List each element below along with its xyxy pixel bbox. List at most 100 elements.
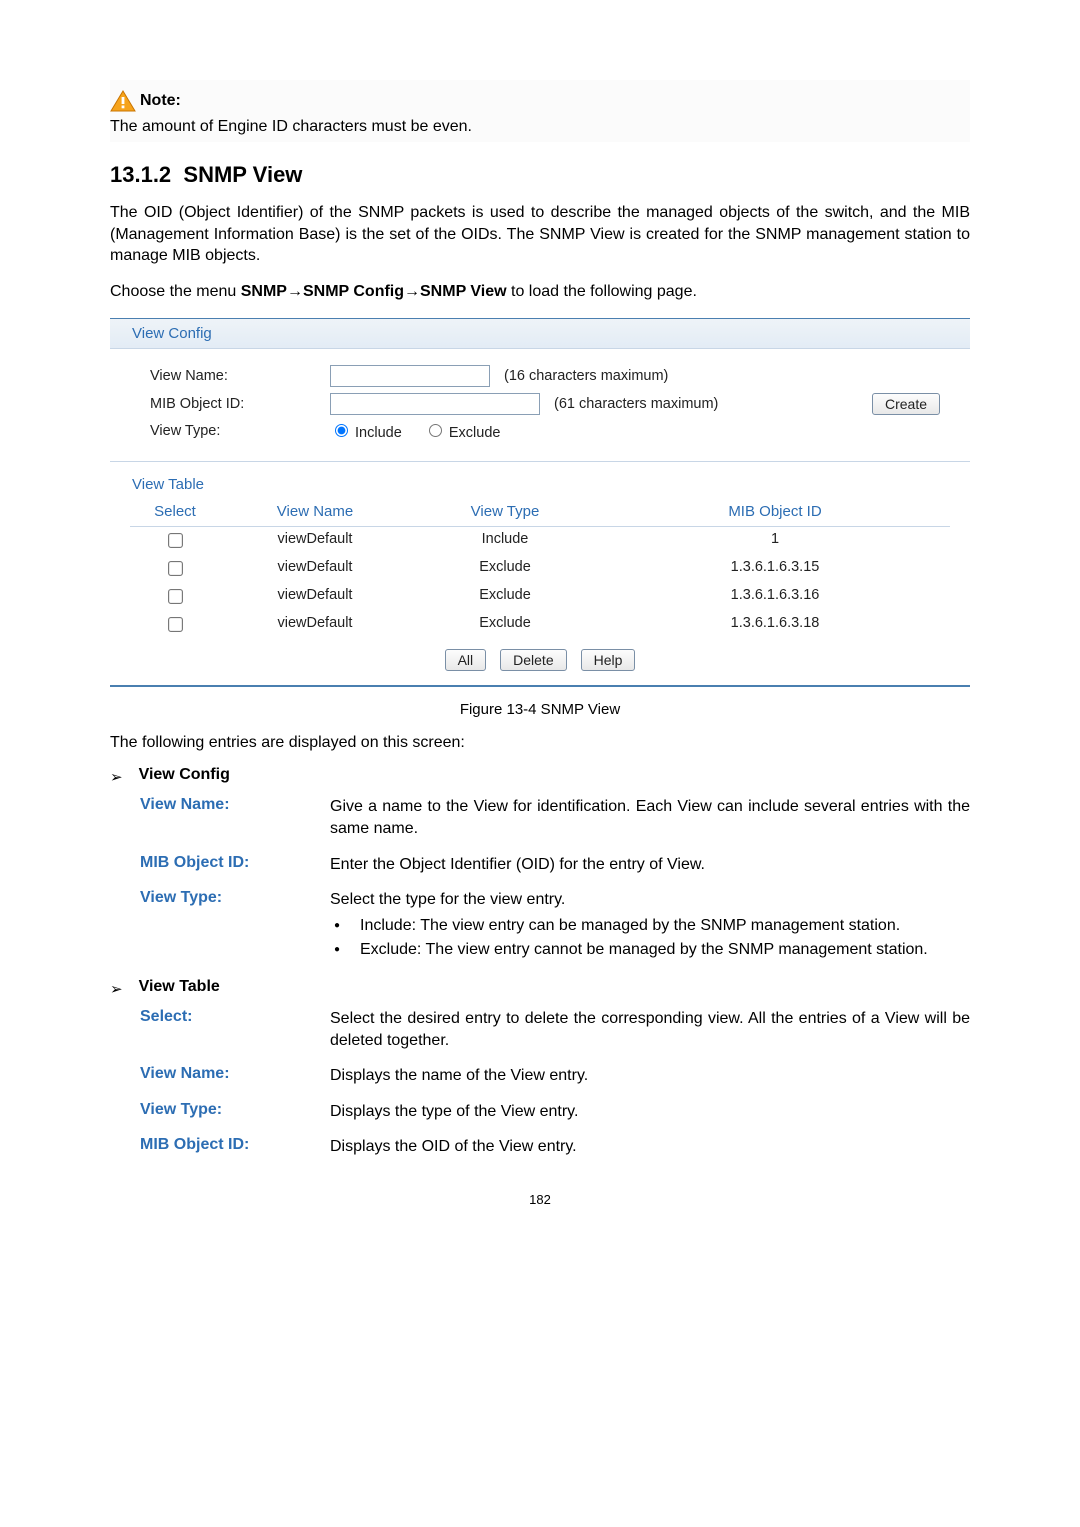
col-view-type: View Type bbox=[410, 503, 600, 520]
def-term: MIB Object ID: bbox=[110, 854, 330, 876]
create-button[interactable]: Create bbox=[872, 393, 940, 415]
section-heading: 13.1.2 SNMP View bbox=[110, 162, 970, 188]
exclude-option[interactable]: Exclude bbox=[424, 425, 501, 441]
def-row: Select: Select the desired entry to dele… bbox=[110, 1008, 970, 1051]
section-title: SNMP View bbox=[183, 162, 302, 187]
def-desc: Select the desired entry to delete the c… bbox=[330, 1008, 970, 1051]
help-button[interactable]: Help bbox=[581, 649, 636, 671]
include-label: Include bbox=[355, 425, 402, 441]
view-table: Select View Name View Type MIB Object ID… bbox=[110, 497, 970, 685]
def-row: MIB Object ID: Enter the Object Identifi… bbox=[110, 854, 970, 876]
row-mib-id: MIB Object ID: (61 characters maximum) C… bbox=[150, 393, 940, 415]
bullet-icon: ➢ bbox=[110, 980, 123, 998]
view-type-label: View Type: bbox=[150, 423, 330, 439]
exclude-radio[interactable] bbox=[429, 424, 442, 437]
figure-panel: View Config View Name: (16 characters ma… bbox=[110, 318, 970, 687]
intro2-post: to load the following page. bbox=[507, 283, 697, 300]
def-desc: Give a name to the View for identificati… bbox=[330, 796, 970, 839]
def-desc: Enter the Object Identifier (OID) for th… bbox=[330, 854, 970, 876]
table-header-row: Select View Name View Type MIB Object ID bbox=[130, 497, 950, 527]
col-mib: MIB Object ID bbox=[600, 503, 950, 520]
note-label: Note: bbox=[140, 92, 181, 110]
list-item: Exclude: The view entry cannot be manage… bbox=[330, 939, 970, 961]
def-term: View Type: bbox=[110, 1101, 330, 1123]
intro2-bold: SNMP→SNMP Config→SNMP View bbox=[241, 283, 507, 300]
def-desc: Displays the OID of the View entry. bbox=[330, 1136, 970, 1158]
table-buttons: All Delete Help bbox=[130, 639, 950, 685]
include-option[interactable]: Include bbox=[330, 425, 402, 441]
group-label: View Table bbox=[139, 978, 220, 996]
intro-paragraph-1: The OID (Object Identifier) of the SNMP … bbox=[110, 202, 970, 267]
view-config-form: View Name: (16 characters maximum) MIB O… bbox=[110, 349, 970, 461]
cell-mib: 1.3.6.1.6.3.18 bbox=[600, 615, 950, 635]
cell-view-type: Exclude bbox=[410, 559, 600, 579]
page-number: 182 bbox=[110, 1192, 970, 1207]
row-view-type: View Type: Include Exclude bbox=[150, 421, 940, 441]
table-row: viewDefault Exclude 1.3.6.1.6.3.15 bbox=[130, 555, 950, 583]
view-type-radios: Include Exclude bbox=[330, 421, 518, 441]
table-row: viewDefault Include 1 bbox=[130, 527, 950, 555]
row-checkbox[interactable] bbox=[168, 589, 183, 604]
group-label: View Config bbox=[139, 766, 230, 784]
view-name-label: View Name: bbox=[150, 368, 330, 384]
intro2-pre: Choose the menu bbox=[110, 283, 241, 300]
def-term: Select: bbox=[110, 1008, 330, 1051]
table-row: viewDefault Exclude 1.3.6.1.6.3.16 bbox=[130, 583, 950, 611]
row-view-name: View Name: (16 characters maximum) bbox=[150, 365, 940, 387]
row-checkbox[interactable] bbox=[168, 617, 183, 632]
note-heading: Note: bbox=[110, 90, 970, 112]
group-view-table: ➢ View Table bbox=[110, 978, 970, 998]
view-name-input[interactable] bbox=[330, 365, 490, 387]
list-item: Include: The view entry can be managed b… bbox=[330, 915, 970, 937]
all-button[interactable]: All bbox=[445, 649, 487, 671]
entries-intro: The following entries are displayed on t… bbox=[110, 734, 970, 752]
cell-view-type: Exclude bbox=[410, 587, 600, 607]
note-box: Note: The amount of Engine ID characters… bbox=[110, 80, 970, 142]
figure-caption: Figure 13-4 SNMP View bbox=[110, 701, 970, 718]
warning-icon bbox=[110, 90, 136, 112]
cell-mib: 1 bbox=[600, 531, 950, 551]
cell-view-name: viewDefault bbox=[220, 587, 410, 607]
cell-view-type: Exclude bbox=[410, 615, 600, 635]
exclude-label: Exclude bbox=[449, 425, 501, 441]
col-select: Select bbox=[130, 503, 220, 520]
def-term: MIB Object ID: bbox=[110, 1136, 330, 1158]
view-name-hint: (16 characters maximum) bbox=[504, 368, 668, 384]
def-row: MIB Object ID: Displays the OID of the V… bbox=[110, 1136, 970, 1158]
view-table-header: View Table bbox=[110, 461, 970, 497]
def-row: View Name: Displays the name of the View… bbox=[110, 1065, 970, 1087]
intro-paragraph-2: Choose the menu SNMP→SNMP Config→SNMP Vi… bbox=[110, 281, 970, 303]
group-view-config: ➢ View Config bbox=[110, 766, 970, 786]
def-desc-text: Select the type for the view entry. bbox=[330, 891, 565, 908]
cell-view-name: viewDefault bbox=[220, 559, 410, 579]
def-desc: Displays the name of the View entry. bbox=[330, 1065, 970, 1087]
def-term: View Name: bbox=[110, 1065, 330, 1087]
include-radio[interactable] bbox=[335, 424, 348, 437]
def-term: View Name: bbox=[110, 796, 330, 839]
def-row: View Name: Give a name to the View for i… bbox=[110, 796, 970, 839]
def-desc: Select the type for the view entry. Incl… bbox=[330, 889, 970, 964]
mib-hint: (61 characters maximum) bbox=[554, 396, 718, 412]
cell-view-name: viewDefault bbox=[220, 531, 410, 551]
cell-mib: 1.3.6.1.6.3.16 bbox=[600, 587, 950, 607]
def-row: View Type: Select the type for the view … bbox=[110, 889, 970, 964]
table-row: viewDefault Exclude 1.3.6.1.6.3.18 bbox=[130, 611, 950, 639]
page: Note: The amount of Engine ID characters… bbox=[0, 0, 1080, 1247]
view-config-header: View Config bbox=[110, 319, 970, 349]
def-row: View Type: Displays the type of the View… bbox=[110, 1101, 970, 1123]
def-desc: Displays the type of the View entry. bbox=[330, 1101, 970, 1123]
row-checkbox[interactable] bbox=[168, 533, 183, 548]
cell-mib: 1.3.6.1.6.3.15 bbox=[600, 559, 950, 579]
view-type-bullets: Include: The view entry can be managed b… bbox=[330, 915, 970, 961]
col-view-name: View Name bbox=[220, 503, 410, 520]
def-term: View Type: bbox=[110, 889, 330, 964]
cell-view-name: viewDefault bbox=[220, 615, 410, 635]
mib-label: MIB Object ID: bbox=[150, 396, 330, 412]
section-number: 13.1.2 bbox=[110, 162, 171, 187]
delete-button[interactable]: Delete bbox=[500, 649, 566, 671]
row-checkbox[interactable] bbox=[168, 561, 183, 576]
bullet-icon: ➢ bbox=[110, 768, 123, 786]
note-text: The amount of Engine ID characters must … bbox=[110, 118, 970, 136]
cell-view-type: Include bbox=[410, 531, 600, 551]
mib-input[interactable] bbox=[330, 393, 540, 415]
